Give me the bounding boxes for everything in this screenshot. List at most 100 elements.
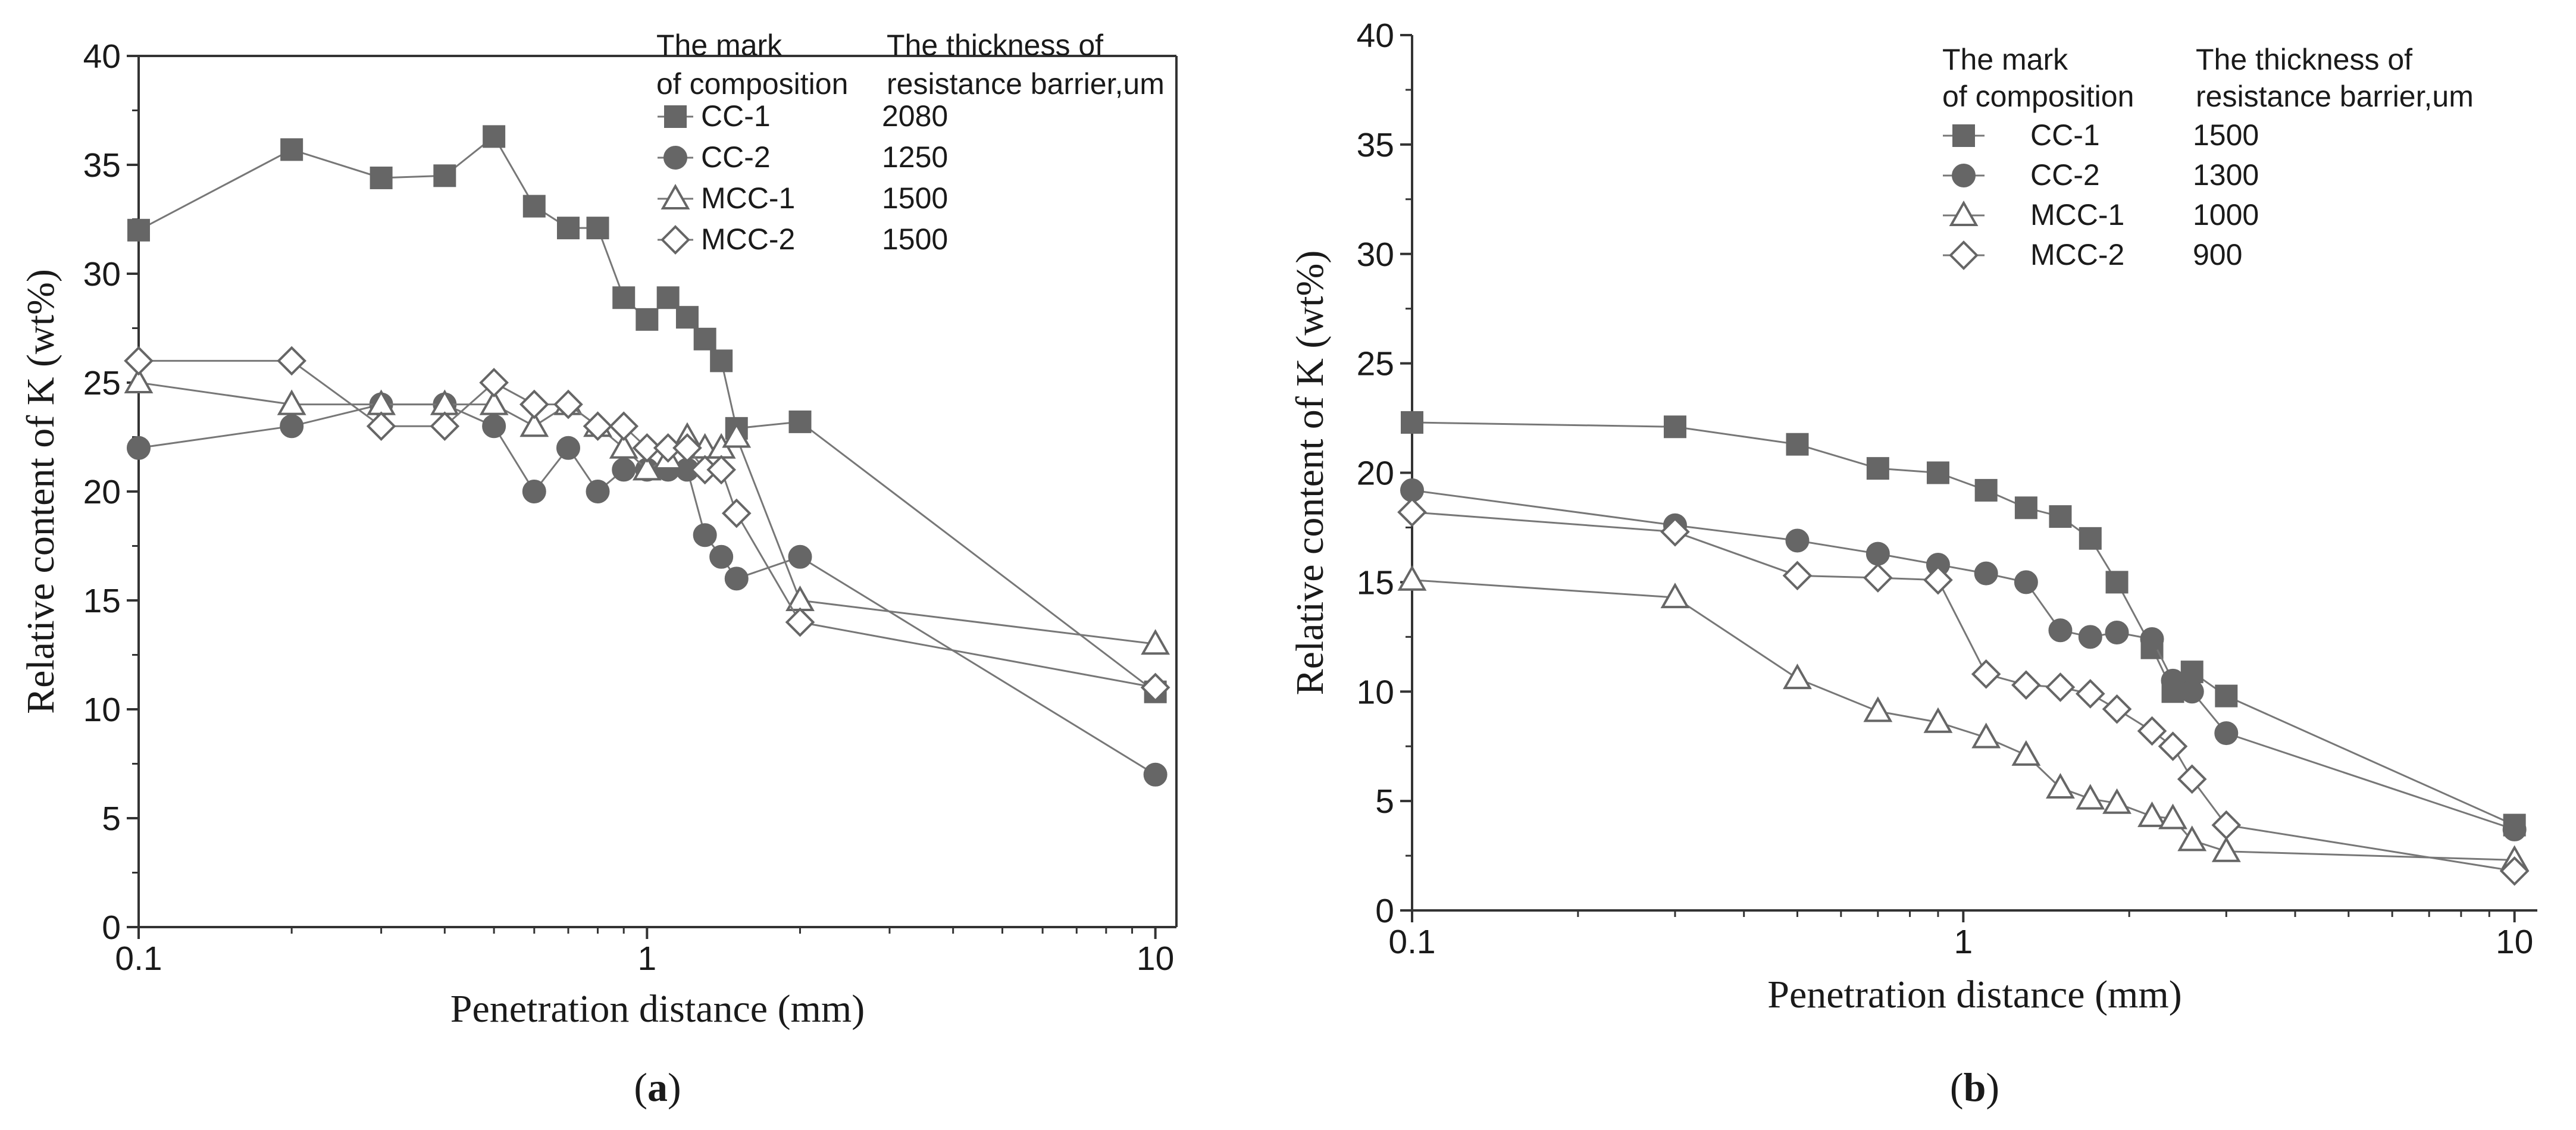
legend-swatch-marker <box>663 146 687 170</box>
data-point <box>1923 565 1953 595</box>
data-point <box>1974 478 1998 502</box>
data-point <box>2177 825 2207 852</box>
data-point <box>2102 694 2132 724</box>
data-point <box>124 367 154 393</box>
data-point <box>2045 672 2076 702</box>
y-tick-label: 25 <box>83 364 121 402</box>
legend-label-cc-2: CC-2 <box>2030 158 2100 192</box>
data-point <box>709 544 734 569</box>
legend: The mark of composition The thickness of… <box>1942 43 2474 271</box>
legend-thickness-mcc-1: 1000 <box>2193 198 2259 231</box>
y-tick-label: 20 <box>83 473 121 511</box>
legend-swatch-marker <box>661 183 690 209</box>
data-point <box>586 217 609 240</box>
data-point <box>277 346 307 376</box>
data-point <box>2180 680 2204 704</box>
data-point <box>1866 457 1889 480</box>
legend-header-thickness-line2: resistance barrier,um <box>887 67 1165 101</box>
axis-ticks <box>1400 34 2516 922</box>
data-point <box>2177 764 2207 794</box>
data-point <box>556 217 580 240</box>
legend-thickness-mcc-1: 1500 <box>882 181 948 215</box>
legend-swatch-marker <box>661 225 690 255</box>
data-point <box>2078 625 2102 649</box>
series-mcc-2 <box>124 346 1170 703</box>
data-point <box>2011 740 2041 766</box>
legend-header-thickness-line1: The thickness of <box>887 29 1103 62</box>
legend-header-thickness-line2: resistance barrier,um <box>2196 80 2474 113</box>
legend-header-mark-line1: The mark <box>656 29 782 62</box>
y-tick-label: 40 <box>1357 17 1394 55</box>
data-point <box>653 433 683 463</box>
data-point <box>722 422 752 448</box>
y-tick-label: 10 <box>1357 673 1394 711</box>
data-point <box>1971 659 2001 689</box>
legend-thickness-cc-2: 1300 <box>2193 158 2259 192</box>
data-point <box>1786 433 1809 456</box>
legend-label-mcc-1: MCC-1 <box>701 181 795 215</box>
data-point <box>479 389 509 415</box>
data-point <box>724 566 749 591</box>
y-tick-label: 0 <box>102 909 121 947</box>
y-tick-label: 20 <box>1357 455 1394 493</box>
data-point <box>1660 517 1690 547</box>
legend-header-mark-line2: of composition <box>656 67 848 101</box>
data-point <box>2076 784 2105 810</box>
data-point <box>2105 620 2129 644</box>
data-point <box>1863 563 1893 593</box>
data-point <box>1923 707 1953 733</box>
data-point <box>553 389 583 420</box>
axis-ticks <box>127 55 1157 939</box>
data-point <box>2502 817 2527 841</box>
data-point <box>522 195 546 218</box>
y-tick-label: 0 <box>1375 892 1394 930</box>
x-tick-label: 10 <box>2496 923 2533 961</box>
data-point <box>788 544 812 569</box>
data-point <box>2011 670 2041 700</box>
y-tick-label: 40 <box>83 37 121 76</box>
data-point <box>2014 570 2038 594</box>
data-point <box>277 389 306 415</box>
legend-label-mcc-1: MCC-1 <box>2030 198 2124 231</box>
data-point <box>1863 696 1893 722</box>
data-point <box>2137 801 2167 827</box>
x-tick-label: 10 <box>1137 940 1174 978</box>
y-tick-label: 25 <box>1357 345 1394 383</box>
data-point <box>2046 773 2075 799</box>
y-tick-label: 5 <box>1375 782 1394 821</box>
data-point <box>2079 527 2102 550</box>
data-point <box>2158 803 2187 829</box>
legend-label-cc-2: CC-2 <box>701 140 771 174</box>
legend-header-mark-line1: The mark <box>1942 43 2068 76</box>
legend-thickness-cc-2: 1250 <box>882 140 948 174</box>
legend: The mark of composition The thickness of… <box>656 29 1165 256</box>
chart-panel-a: The mark of composition The thickness of… <box>19 29 1178 1110</box>
x-axis-title: Penetration distance (mm) <box>450 987 865 1031</box>
data-point <box>2049 505 2072 528</box>
data-point <box>479 368 509 397</box>
data-point <box>124 346 154 376</box>
data-point <box>2161 668 2185 693</box>
data-point <box>1974 561 1998 586</box>
series-layer <box>1397 411 2530 886</box>
y-tick-label: 30 <box>1357 236 1394 274</box>
data-point <box>2137 716 2167 746</box>
data-point <box>2075 679 2105 709</box>
data-point <box>127 218 150 242</box>
series-line <box>1411 579 2515 861</box>
data-point <box>1926 461 1949 484</box>
data-point <box>672 433 702 463</box>
data-point <box>785 607 815 637</box>
data-point <box>1971 722 2001 749</box>
legend-swatch-marker <box>1952 164 1976 187</box>
series-mcc-1 <box>1397 565 2530 871</box>
data-point <box>710 349 733 373</box>
data-point <box>370 166 393 189</box>
data-point <box>632 455 662 481</box>
series-layer <box>124 125 1170 787</box>
x-tick-label: 1 <box>637 940 656 978</box>
legend-thickness-cc-1: 1500 <box>2193 118 2259 152</box>
data-point <box>430 411 460 442</box>
legend-label-cc-1: CC-1 <box>701 99 771 133</box>
